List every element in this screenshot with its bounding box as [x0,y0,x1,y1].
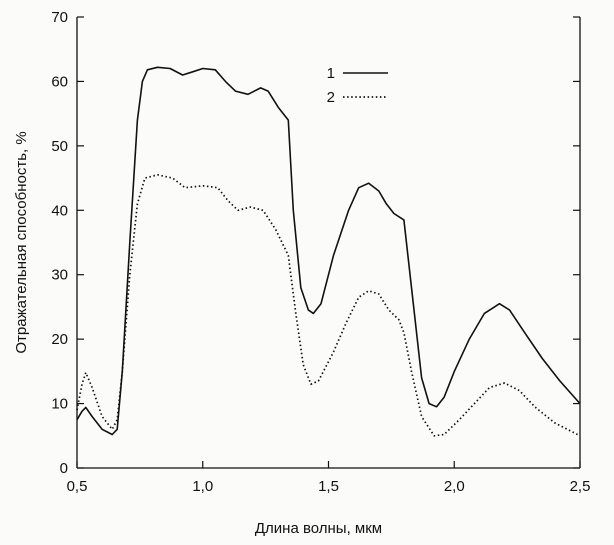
y-ticks: 0 10 20 30 40 50 60 70 [51,9,580,477]
x-tick-label: 2,5 [570,478,591,495]
x-ticks: 0,5 1,0 1,5 2,0 2,5 [67,461,591,495]
y-tick-label: 30 [51,267,68,284]
y-tick-label: 40 [51,202,68,219]
x-tick-label: 2,0 [444,478,465,495]
y-tick-label: 10 [51,396,68,413]
x-tick-label: 1,0 [192,478,213,495]
legend: 12 [327,65,388,106]
series-1-line [76,66,581,436]
y-tick-label: 20 [51,331,68,348]
y-tick-label: 0 [60,460,68,477]
series-layer [76,66,581,437]
x-tick-label: 0,5 [67,478,88,495]
y-tick-label: 70 [51,9,68,26]
legend-label: 1 [327,65,335,82]
x-axis-title: Длина волны, мкм [255,520,382,537]
y-axis-title: Отражательная способность, % [13,131,30,353]
x-tick-label: 1,5 [318,478,339,495]
axes [76,17,581,469]
y-tick-label: 50 [51,138,68,155]
series-2-line [76,173,581,437]
y-tick-label: 60 [51,73,68,90]
legend-label: 2 [327,89,335,106]
